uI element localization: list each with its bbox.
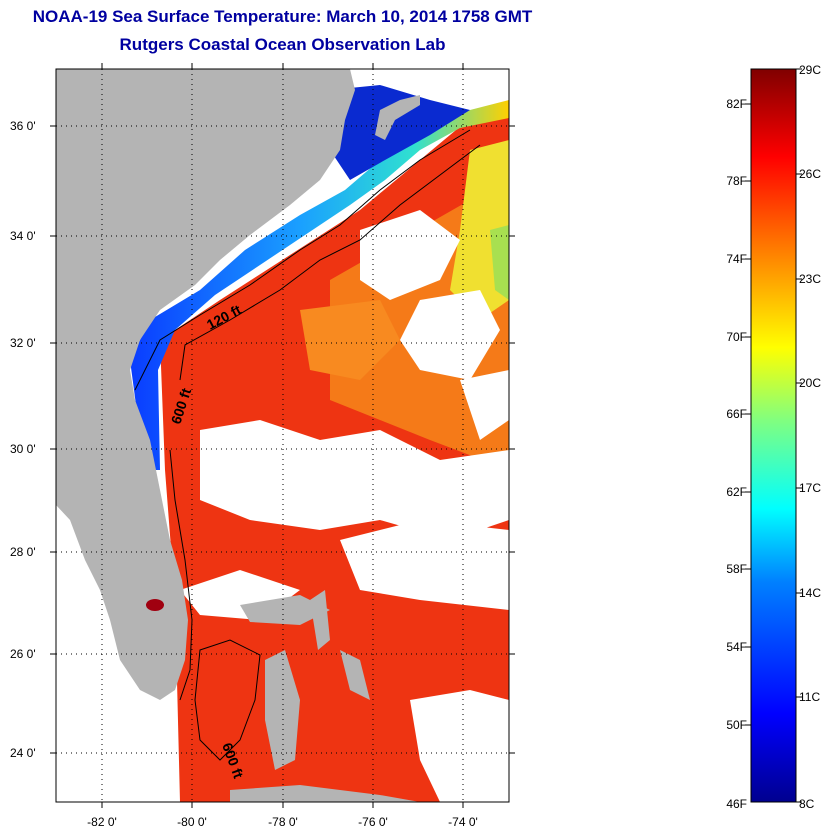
cbar-label-14c: 14C: [799, 586, 821, 600]
cbar-label-62f: 62F: [726, 485, 747, 499]
bahamas-abaco: [310, 590, 330, 650]
lon-label-78: -78 0': [268, 815, 298, 829]
cold-coastal-water: [130, 100, 509, 470]
map-title: NOAA-19 Sea Surface Temperature: March 1…: [32, 7, 533, 26]
cbar-label-58f: 58F: [726, 562, 747, 576]
lake-okeechobee: [146, 599, 164, 611]
contour-600ft: [179, 144, 481, 381]
tick-marks: [50, 63, 515, 808]
lon-label-82: -82 0': [87, 815, 117, 829]
lon-label-74: -74 0': [448, 815, 478, 829]
cloud-7: [410, 690, 509, 802]
lat-label-28: 28 0': [10, 545, 36, 559]
lat-label-24: 24 0': [10, 746, 36, 760]
cloud-1: [200, 420, 509, 540]
orange-patch: [300, 300, 400, 380]
lon-label-76: -76 0': [358, 815, 388, 829]
lat-label-30: 30 0': [10, 442, 36, 456]
lon-label-80: -80 0': [177, 815, 207, 829]
cbar-label-74f: 74F: [726, 252, 747, 266]
cloud-8: [56, 640, 180, 802]
lat-label-32: 32 0': [10, 336, 36, 350]
bahamas-grand: [240, 595, 330, 625]
cbar-label-66f: 66F: [726, 407, 747, 421]
us-mainland: [56, 69, 355, 700]
green-water: [490, 225, 509, 300]
cbar-label-17c: 17C: [799, 481, 821, 495]
cloud-5: [460, 370, 509, 440]
cloud-3: [360, 210, 460, 300]
cbar-label-20c: 20C: [799, 376, 821, 390]
colorbar-ticks: [745, 68, 802, 803]
cbar-label-11c: 11C: [799, 690, 820, 704]
cloud-4: [400, 290, 500, 380]
cbar-label-23c: 23C: [799, 272, 821, 286]
cbar-label-8c: 8C: [799, 797, 815, 811]
cbar-label-50f: 50F: [726, 718, 747, 732]
lat-label-26: 26 0': [10, 647, 36, 661]
cloud-2: [340, 520, 509, 610]
map-subtitle: Rutgers Coastal Ocean Observation Lab: [119, 35, 446, 54]
contour-florida: [169, 449, 193, 701]
cbar-label-29c: 29C: [799, 63, 821, 77]
cbar-label-82f: 82F: [726, 97, 747, 111]
cbar-label-54f: 54F: [726, 640, 747, 654]
cbar-label-70f: 70F: [726, 330, 747, 344]
contour-120ft: [134, 129, 471, 391]
bahamas-eleuthera: [340, 650, 370, 700]
contour-bahamas: [194, 639, 261, 761]
cbar-label-26c: 26C: [799, 167, 821, 181]
cbar-label-78f: 78F: [726, 174, 747, 188]
cuba: [230, 785, 420, 802]
outer-banks: [375, 95, 420, 140]
colorbar: [750, 68, 797, 803]
cbar-label-46f: 46F: [726, 797, 747, 811]
lat-label-34: 34 0': [10, 229, 36, 243]
lat-label-36: 36 0': [10, 119, 36, 133]
dark-blue-sounds: [330, 85, 470, 180]
grid-lines: [56, 69, 509, 802]
map-area: [56, 69, 509, 802]
